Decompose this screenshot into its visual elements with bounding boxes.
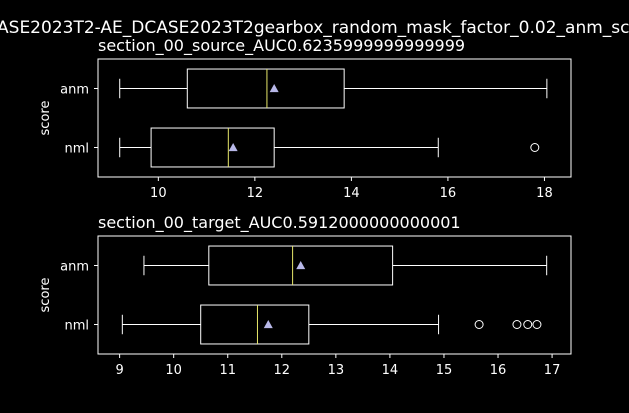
x-tick-label: 18 (536, 186, 553, 201)
y-axis-label: score (38, 101, 53, 136)
outlier-point (523, 320, 533, 329)
axes-frame (97, 235, 572, 355)
outlier-point (530, 143, 540, 152)
chart-title: section_00_target_AUC0.5912000000000001 (98, 213, 461, 233)
box-anm (119, 68, 548, 109)
y-tick-label: nml (64, 319, 89, 334)
iqr-box (208, 245, 394, 286)
x-tick-label: 16 (440, 186, 457, 201)
axes-frame (97, 58, 572, 178)
mean-marker (296, 261, 306, 270)
x-tick-label: 10 (165, 363, 182, 378)
mean-marker (263, 320, 273, 329)
outlier-point (532, 320, 542, 329)
x-tick-label: 17 (544, 363, 561, 378)
iqr-box (150, 127, 275, 168)
x-tick-label: 10 (150, 186, 167, 201)
iqr-box (186, 68, 345, 109)
iqr-box (200, 304, 310, 345)
chart-panels: section_00_source_AUC0.6235999999999999s… (38, 36, 572, 378)
y-axis-label: score (38, 278, 53, 313)
x-tick-label: 14 (343, 186, 360, 201)
chart-panel-0: section_00_source_AUC0.6235999999999999s… (38, 36, 572, 201)
mean-marker (269, 84, 279, 93)
y-tick-label: anm (60, 260, 89, 275)
x-tick-label: 14 (382, 363, 399, 378)
chart-panel-1: section_00_target_AUC0.5912000000000001s… (38, 213, 572, 378)
outlier-point (474, 320, 484, 329)
x-tick-label: 12 (274, 363, 291, 378)
box-nml (119, 127, 540, 168)
mean-marker (228, 143, 238, 152)
x-tick-label: 13 (328, 363, 345, 378)
y-tick-label: nml (64, 142, 89, 157)
x-tick-label: 12 (247, 186, 264, 201)
box-nml (121, 304, 542, 345)
x-tick-label: 9 (115, 363, 123, 378)
x-tick-label: 16 (490, 363, 507, 378)
y-tick-label: anm (60, 83, 89, 98)
chart-title: section_00_source_AUC0.6235999999999999 (98, 36, 465, 56)
figure-suptitle: DCASE2023T2-AE_DCASE2023T2gearbox_random… (0, 18, 629, 38)
box-anm (143, 245, 548, 286)
outlier-point (512, 320, 522, 329)
x-tick-label: 15 (436, 363, 453, 378)
x-tick-label: 11 (219, 363, 236, 378)
